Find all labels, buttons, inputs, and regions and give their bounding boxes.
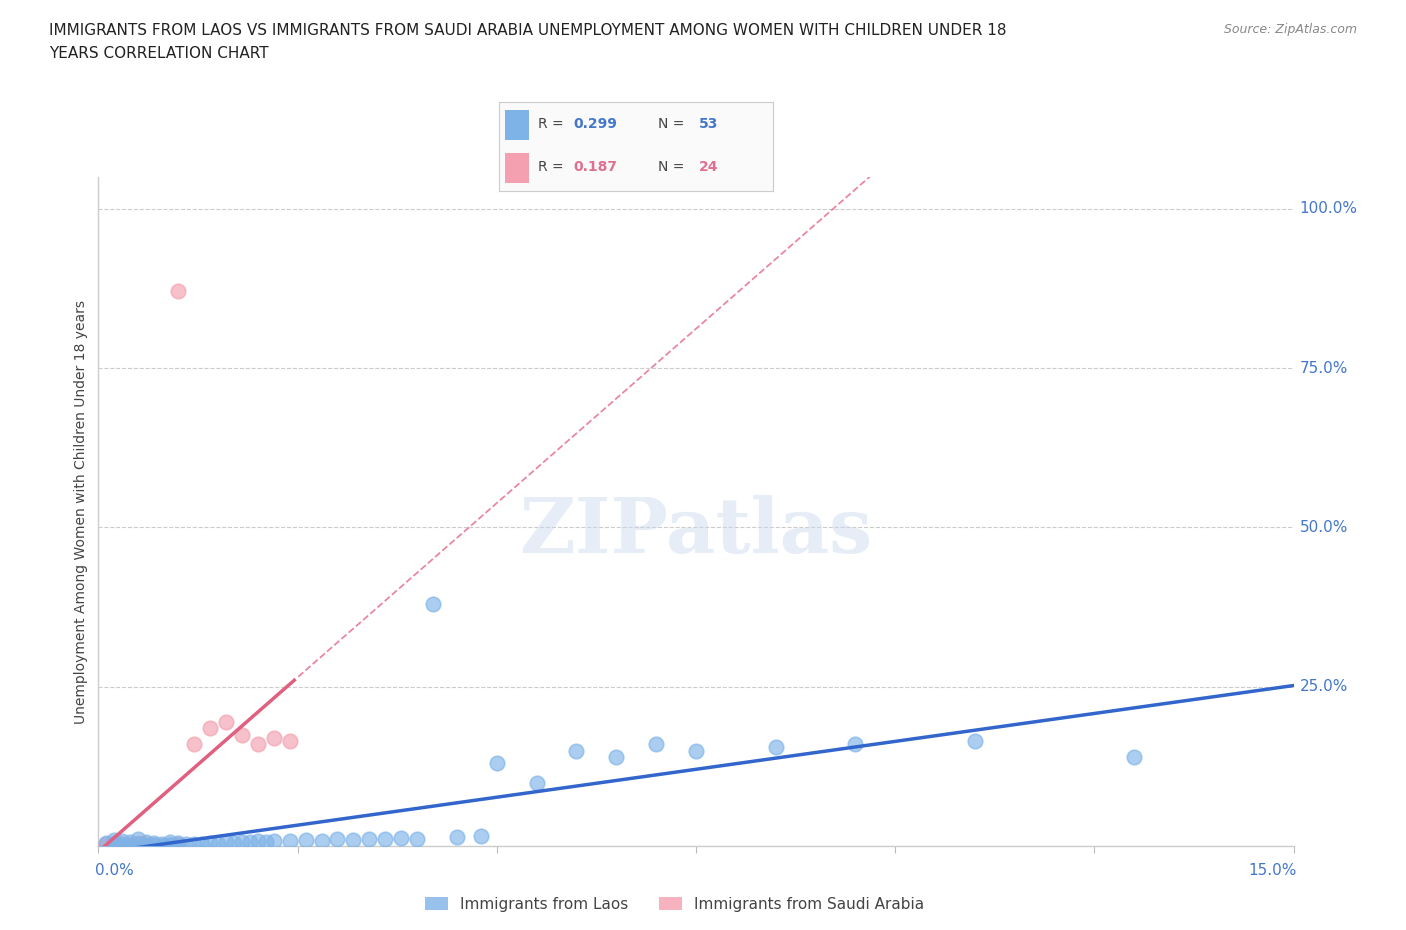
Legend: Immigrants from Laos, Immigrants from Saudi Arabia: Immigrants from Laos, Immigrants from Sa… [419,890,931,918]
Text: 15.0%: 15.0% [1249,863,1298,878]
Point [191,837,214,852]
Point [215,714,238,729]
Point [150,836,173,851]
Point [231,834,253,849]
Point [111,838,134,853]
Point [470,829,492,844]
Point [111,834,134,849]
Point [422,596,444,611]
Point [198,721,221,736]
Point [765,740,787,755]
Point [96,836,118,851]
Point [103,836,125,851]
Point [198,836,221,851]
Point [231,727,253,742]
Text: 50.0%: 50.0% [1299,520,1348,535]
Text: 53: 53 [699,117,718,131]
Point [120,837,142,852]
Text: 75.0%: 75.0% [1299,361,1348,376]
Point [127,837,149,852]
Text: 25.0%: 25.0% [1299,680,1348,695]
Point [254,834,277,849]
Point [103,838,125,853]
Point [167,837,190,852]
Point [143,836,166,851]
Point [246,834,269,849]
Point [446,830,468,844]
Point [963,734,986,749]
Point [246,737,269,751]
Point [120,838,142,853]
Point [159,838,181,853]
Text: R =: R = [537,160,568,174]
Point [167,836,190,851]
Point [159,835,181,850]
Point [278,834,301,849]
Text: 100.0%: 100.0% [1299,201,1358,216]
Point [143,838,166,853]
Point [174,837,197,852]
Point [127,836,149,851]
Point [222,836,245,851]
Point [526,775,548,790]
Point [135,838,157,853]
Point [1123,750,1146,764]
Point [374,831,396,846]
Point [96,838,118,853]
Point [111,838,134,853]
Point [389,830,412,845]
Point [207,836,229,851]
Point [239,835,262,850]
Point [103,837,125,852]
Point [342,832,364,847]
Point [150,838,173,853]
Point [565,743,588,758]
Point [359,831,381,846]
Text: R =: R = [537,117,568,131]
Point [183,836,205,851]
Point [605,750,627,764]
Text: N =: N = [658,117,689,131]
Point [120,838,142,853]
Point [135,834,157,849]
Point [311,833,333,848]
Point [111,836,134,851]
Point [844,737,866,751]
Point [167,838,190,853]
Text: 0.299: 0.299 [574,117,617,131]
Point [135,838,157,853]
Point [278,734,301,749]
Text: YEARS CORRELATION CHART: YEARS CORRELATION CHART [49,46,269,61]
Point [294,832,316,847]
Point [485,756,508,771]
Text: Source: ZipAtlas.com: Source: ZipAtlas.com [1223,23,1357,36]
Point [127,838,149,853]
Point [143,838,166,853]
Text: 0.0%: 0.0% [94,863,134,878]
Point [120,835,142,850]
Point [263,833,285,848]
Point [685,743,707,758]
Point [135,837,157,852]
Point [96,837,118,852]
Text: IMMIGRANTS FROM LAOS VS IMMIGRANTS FROM SAUDI ARABIA UNEMPLOYMENT AMONG WOMEN WI: IMMIGRANTS FROM LAOS VS IMMIGRANTS FROM … [49,23,1007,38]
Text: 24: 24 [699,160,718,174]
Bar [505,111,529,140]
Point [127,831,149,846]
Point [263,730,285,745]
Point [103,832,125,847]
Point [150,838,173,853]
Point [167,284,190,299]
Point [645,737,668,751]
Point [159,838,181,853]
Point [215,835,238,850]
Text: 0.187: 0.187 [574,160,617,174]
Text: N =: N = [658,160,689,174]
Bar [505,153,529,182]
Point [183,737,205,751]
Y-axis label: Unemployment Among Women with Children Under 18 years: Unemployment Among Women with Children U… [75,299,89,724]
Point [326,831,349,846]
Text: ZIPatlas: ZIPatlas [519,495,873,568]
Point [406,831,429,846]
